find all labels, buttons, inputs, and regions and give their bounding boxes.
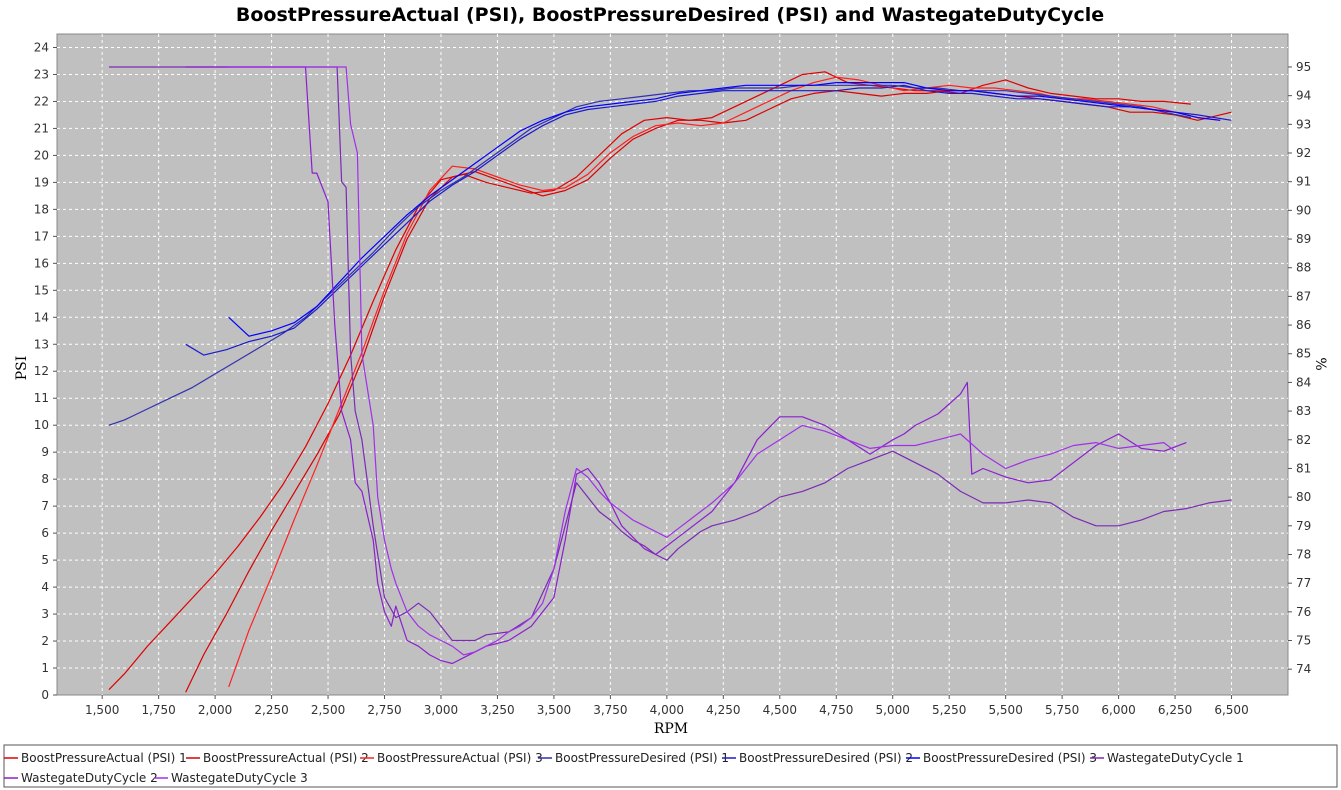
y-tick-label: 12 [34,364,49,378]
y-tick-label: 5 [41,553,49,567]
y-tick-label: 2 [41,634,49,648]
y-tick-label: 23 [34,67,49,81]
y-tick-label: 13 [34,337,49,351]
y-tick-label: 9 [41,445,49,459]
y-tick-label: 18 [34,202,49,216]
y2-tick-label: 94 [1296,89,1311,103]
x-tick-label: 2,500 [311,703,345,717]
y2-tick-label: 76 [1296,605,1311,619]
x-tick-label: 2,000 [198,703,232,717]
y-tick-label: 10 [34,418,49,432]
series-line-8 [185,66,1187,665]
y2-tick-label: 74 [1296,662,1311,676]
y-tick-label: 3 [41,607,49,621]
legend: BoostPressureActual (PSI) 1 BoostPressure… [4,751,1244,785]
x-tick-label: 6,000 [1101,703,1135,717]
y-tick-label: 20 [34,148,49,162]
chart-title: BoostPressureActual (PSI), BoostPressure… [236,4,1104,26]
y-tick-label: 19 [34,175,49,189]
y2-axis-ticks: 74 75 76 77 78 79 80 81 82 83 84 85 86 87 88 89 90 91 92 93… [1288,60,1311,676]
x-tick-label: 2,750 [367,703,401,717]
x-tick-label: 4,250 [706,703,740,717]
x-tick-label: 6,250 [1158,703,1192,717]
legend-label: BoostPressureDesired (PSI) 1 [555,751,729,765]
legend-label: WastegateDutyCycle 3 [171,771,308,785]
x-tick-label: 2,250 [254,703,288,717]
y2-tick-label: 85 [1296,347,1311,361]
x-axis-ticks: 1,500 1,750 2,000 2,250 2,500 2,750 3,000 3,250… [85,695,1249,717]
y2-tick-label: 81 [1296,461,1311,475]
series-lines [108,66,1232,693]
x-tick-label: 4,500 [763,703,797,717]
y2-tick-label: 89 [1296,232,1311,246]
y-tick-label: 4 [41,580,49,594]
x-tick-label: 5,250 [932,703,966,717]
y2-axis-label: % [1312,357,1328,370]
y2-tick-label: 90 [1296,203,1311,217]
legend-label: BoostPressureDesired (PSI) 3 [923,751,1097,765]
legend-label: BoostPressureDesired (PSI) 2 [739,751,913,765]
y-tick-label: 14 [34,310,49,324]
y2-tick-label: 78 [1296,547,1311,561]
x-tick-label: 1,750 [141,703,175,717]
y2-tick-label: 75 [1296,634,1311,648]
series-line-5 [185,84,1232,356]
y2-tick-label: 91 [1296,175,1311,189]
y-tick-label: 24 [34,40,49,54]
x-tick-label: 6,500 [1214,703,1248,717]
y-tick-label: 8 [41,472,49,486]
y-tick-label: 1 [41,661,49,675]
y2-tick-label: 87 [1296,289,1311,303]
y-tick-label: 0 [41,688,49,702]
y2-tick-label: 80 [1296,490,1311,504]
x-tick-label: 3,250 [480,703,514,717]
x-tick-label: 5,750 [1045,703,1079,717]
y-tick-label: 21 [34,121,49,135]
y-tick-label: 7 [41,499,49,513]
y2-tick-label: 79 [1296,519,1311,533]
y2-tick-label: 88 [1296,261,1311,275]
x-axis-label: RPM [654,721,688,737]
legend-label: WastegateDutyCycle 1 [1107,751,1244,765]
y2-tick-label: 82 [1296,433,1311,447]
gridlines [57,34,1288,695]
y2-tick-label: 95 [1296,60,1311,74]
legend-label: WastegateDutyCycle 2 [21,771,158,785]
series-line-9 [228,66,1176,656]
series-line-1 [108,71,1191,691]
y-tick-label: 15 [34,283,49,297]
legend-label: BoostPressureActual (PSI) 3 [377,751,543,765]
series-line-6 [228,81,1221,337]
series-line-7 [109,66,1232,642]
x-tick-label: 5,500 [988,703,1022,717]
x-tick-label: 3,500 [537,703,571,717]
legend-box [3,744,1338,788]
x-tick-label: 1,500 [85,703,119,717]
x-tick-label: 5,000 [876,703,910,717]
legend-label: BoostPressureActual (PSI) 1 [21,751,187,765]
y2-tick-label: 77 [1296,576,1311,590]
x-tick-label: 3,000 [424,703,458,717]
y-tick-label: 16 [34,256,49,270]
x-tick-label: 4,750 [819,703,853,717]
x-tick-label: 3,750 [593,703,627,717]
y2-tick-label: 83 [1296,404,1311,418]
x-tick-label: 4,000 [650,703,684,717]
plot-area [56,33,1289,696]
y-axis-label: PSI [14,356,30,381]
y2-tick-label: 92 [1296,146,1311,160]
y-tick-label: 22 [34,94,49,108]
series-line-4 [108,84,1192,426]
y-tick-label: 11 [34,391,49,405]
legend-label: BoostPressureActual (PSI) 2 [203,751,369,765]
y-tick-label: 17 [34,229,49,243]
y2-tick-label: 84 [1296,375,1311,389]
y-tick-label: 6 [41,526,49,540]
y2-tick-label: 86 [1296,318,1311,332]
y2-tick-label: 93 [1296,117,1311,131]
